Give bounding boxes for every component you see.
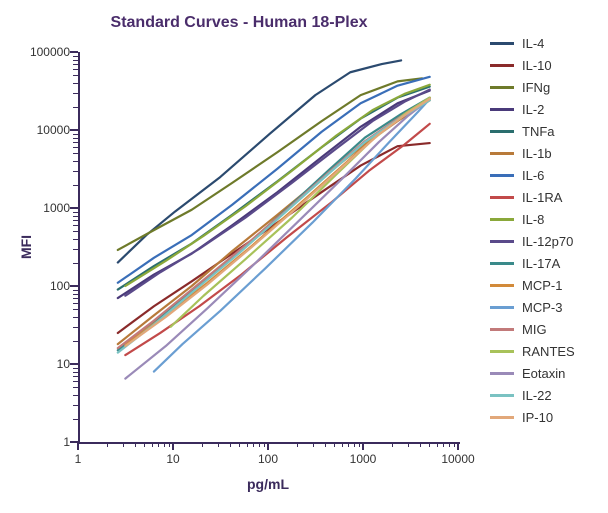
legend-label: IL-8 (522, 212, 544, 227)
legend-item: MCP-1 (490, 278, 598, 293)
line-canvas (80, 52, 460, 442)
legend-label: Eotaxin (522, 366, 565, 381)
legend-item: IL-10 (490, 58, 598, 73)
legend-label: IL-10 (522, 58, 552, 73)
legend-item: IL-6 (490, 168, 598, 183)
legend-swatch (490, 130, 514, 133)
legend-label: IL-17A (522, 256, 560, 271)
legend-swatch (490, 152, 514, 155)
legend-item: Eotaxin (490, 366, 598, 381)
legend-swatch (490, 174, 514, 177)
legend-label: IL-4 (522, 36, 544, 51)
legend-item: IL-8 (490, 212, 598, 227)
legend-swatch (490, 240, 514, 243)
legend-swatch (490, 350, 514, 353)
legend-item: IL-2 (490, 102, 598, 117)
legend-label: IL-12p70 (522, 234, 573, 249)
legend-label: TNFa (522, 124, 555, 139)
legend-swatch (490, 416, 514, 419)
legend-item: IL-4 (490, 36, 598, 51)
legend-item: IP-10 (490, 410, 598, 425)
x-axis-label: pg/mL (78, 476, 458, 492)
legend-item: MCP-3 (490, 300, 598, 315)
legend-label: MCP-1 (522, 278, 562, 293)
legend-label: IP-10 (522, 410, 553, 425)
legend-swatch (490, 196, 514, 199)
legend-swatch (490, 394, 514, 397)
legend-label: IFNg (522, 80, 550, 95)
legend-item: TNFa (490, 124, 598, 139)
legend-swatch (490, 262, 514, 265)
legend-label: IL-6 (522, 168, 544, 183)
legend-swatch (490, 284, 514, 287)
legend-swatch (490, 328, 514, 331)
legend-item: IL-17A (490, 256, 598, 271)
legend-swatch (490, 86, 514, 89)
legend-label: IL-1RA (522, 190, 562, 205)
legend-swatch (490, 108, 514, 111)
standard-curves-chart: Standard Curves - Human 18-Plex MFI 1101… (0, 0, 608, 513)
legend-item: IL-22 (490, 388, 598, 403)
legend-label: MIG (522, 322, 547, 337)
plot-area (78, 52, 460, 444)
legend-item: IFNg (490, 80, 598, 95)
legend-item: MIG (490, 322, 598, 337)
legend-label: MCP-3 (522, 300, 562, 315)
legend-item: IL-1RA (490, 190, 598, 205)
legend: IL-4 IL-10 IFNg IL-2 TNFa IL-1b IL-6 IL-1RA IL-8… (490, 36, 598, 432)
legend-label: IL-22 (522, 388, 552, 403)
legend-label: RANTES (522, 344, 575, 359)
legend-label: IL-1b (522, 146, 552, 161)
y-axis-label: MFI (14, 52, 38, 442)
legend-item: IL-1b (490, 146, 598, 161)
legend-swatch (490, 64, 514, 67)
legend-item: IL-12p70 (490, 234, 598, 249)
legend-swatch (490, 372, 514, 375)
legend-swatch (490, 306, 514, 309)
legend-label: IL-2 (522, 102, 544, 117)
legend-item: RANTES (490, 344, 598, 359)
legend-swatch (490, 42, 514, 45)
chart-title: Standard Curves - Human 18-Plex (0, 14, 478, 32)
legend-swatch (490, 218, 514, 221)
